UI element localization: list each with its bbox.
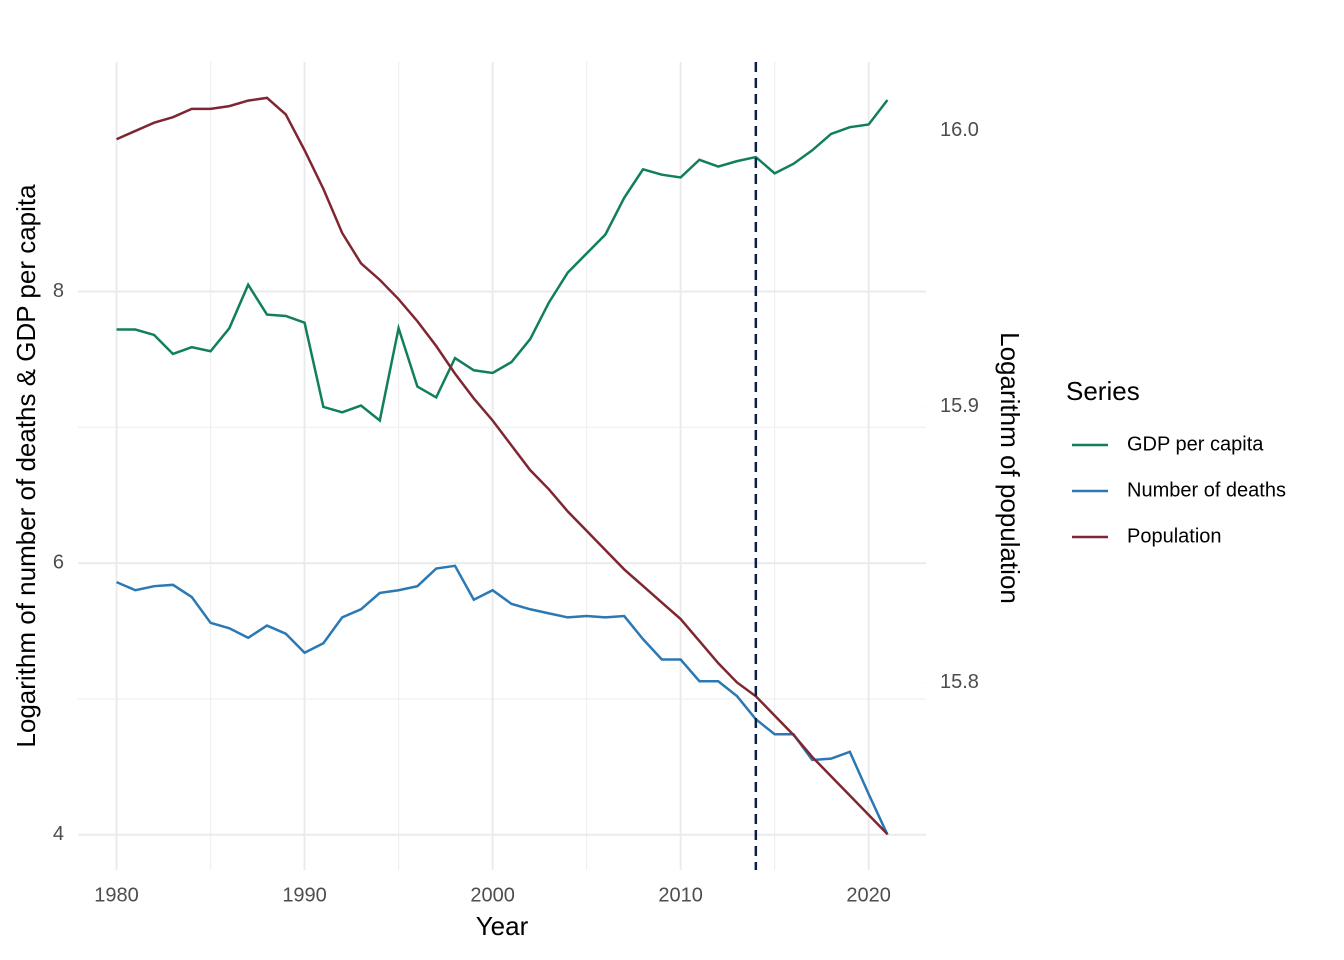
- legend-title: Series: [1066, 376, 1140, 406]
- legend-label: GDP per capita: [1127, 433, 1264, 455]
- y-tick-label: 4: [53, 823, 64, 845]
- y2-axis-label: Logarithm of population: [995, 332, 1025, 604]
- series-line: [116, 99, 889, 423]
- x-tick-label: 2020: [846, 884, 891, 906]
- legend-label: Population: [1127, 525, 1222, 547]
- y-axis-label: Logarithm of number of deaths & GDP per …: [11, 184, 41, 748]
- x-tick-label: 1990: [282, 884, 327, 906]
- series-line: [116, 96, 889, 836]
- y2-tick-label: 15.9: [940, 395, 979, 417]
- y-tick-label: 6: [53, 551, 64, 573]
- y-tick-label: 8: [53, 280, 64, 302]
- x-tick-label: 1980: [94, 884, 139, 906]
- x-axis-label: Year: [476, 911, 529, 941]
- x-tick-label: 2010: [658, 884, 703, 906]
- x-tick-label: 2000: [470, 884, 515, 906]
- y2-tick-label: 16.0: [940, 119, 979, 141]
- series-line: [116, 564, 889, 836]
- y2-tick-label: 15.8: [940, 671, 979, 693]
- legend-label: Number of deaths: [1127, 479, 1286, 501]
